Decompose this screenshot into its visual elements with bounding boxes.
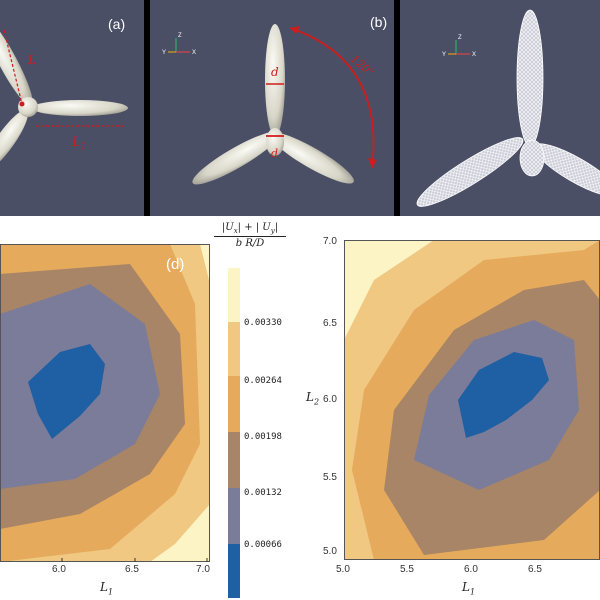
- blade-top: [265, 24, 285, 136]
- angle-arrow-start: [290, 26, 300, 34]
- colorbar-swatch: [228, 322, 240, 376]
- x-tick: 6.0: [464, 564, 478, 575]
- contour-level-1: [458, 352, 549, 438]
- panel-divider: [144, 0, 150, 216]
- colorbar-title: |Ux| + | Uy| b R/D: [214, 222, 286, 249]
- contour-plot-d: [0, 244, 210, 562]
- y-axis-label: L2: [306, 390, 320, 407]
- colorbar-tick: 0.00132: [244, 488, 282, 498]
- axis-triad: Z Y X: [442, 35, 476, 58]
- blade-top: [0, 17, 33, 107]
- blade-right: [270, 132, 354, 184]
- x-tick: 6.0: [52, 564, 66, 575]
- angle-arrow-end: [368, 158, 377, 168]
- svg-text:Z: Z: [458, 35, 462, 41]
- colorbar-swatch: [228, 432, 240, 488]
- colorbar-swatch: [228, 544, 240, 598]
- angle-label: 120°: [348, 52, 377, 79]
- propeller-render-a: L L1: [0, 17, 128, 170]
- x-axis-label: L1: [100, 580, 114, 597]
- colorbar-tick: 0.00330: [244, 318, 282, 328]
- render-panel-a: L L1 (a): [0, 0, 144, 216]
- propeller-render-b: Z Y X d d 120°: [162, 24, 377, 185]
- plot-frame: [0, 244, 210, 562]
- axis-triad: Z Y X: [162, 33, 196, 56]
- mesh-hub: [519, 139, 545, 177]
- d-label-center: d: [271, 147, 278, 160]
- svg-text:Y: Y: [162, 50, 166, 56]
- colorbar-tick: 0.00264: [244, 376, 282, 386]
- y-tick: 6.0: [323, 394, 337, 405]
- panel-a-label: (a): [108, 16, 126, 32]
- x-tick: 5.0: [336, 564, 350, 575]
- x-tick: 6.5: [125, 564, 139, 575]
- panel-divider: [394, 0, 400, 216]
- y-tick: 7.0: [323, 236, 337, 247]
- svg-text:X: X: [472, 52, 476, 58]
- render-panel-c: Z Y X: [400, 0, 600, 216]
- colorbar-swatch: [228, 376, 240, 432]
- colorbar-swatch: [228, 268, 240, 322]
- contour-plot-e: [344, 240, 600, 560]
- x-tick: 5.5: [400, 564, 414, 575]
- l1-label: L1: [71, 135, 86, 152]
- blade-bottom: [0, 110, 28, 170]
- svg-text:X: X: [192, 50, 196, 56]
- colorbar-tick: 0.00198: [244, 432, 282, 442]
- d-label-top: d: [271, 65, 279, 79]
- y-tick: 6.5: [323, 318, 337, 329]
- y-tick: 5.0: [323, 546, 337, 557]
- propeller-mesh-render: Z Y X: [416, 9, 600, 207]
- blade-right: [32, 100, 128, 116]
- x-tick: 7.0: [196, 564, 210, 575]
- x-tick: 6.5: [528, 564, 542, 575]
- hub-marker: [19, 101, 25, 107]
- mesh-blade-top: [516, 9, 544, 147]
- angle-arc: [289, 27, 375, 169]
- colorbar: [228, 268, 240, 598]
- l2-dimension-line: [3, 29, 23, 105]
- l2-label: L: [27, 53, 36, 67]
- panel-d-label: (d): [166, 256, 185, 273]
- blade-left: [192, 131, 280, 185]
- contour-level-1: [28, 344, 105, 439]
- svg-text:Z: Z: [178, 33, 182, 39]
- colorbar-tick: 0.00066: [244, 540, 282, 550]
- hub: [266, 128, 284, 156]
- y-tick: 5.5: [323, 472, 337, 483]
- colorbar-swatch: [228, 488, 240, 544]
- mesh-blade-left: [416, 137, 524, 207]
- svg-text:Y: Y: [442, 52, 446, 58]
- x-axis-label: L1: [462, 580, 476, 597]
- panel-b-label: (b): [370, 14, 388, 30]
- render-panel-b: Z Y X d d 120° (b): [150, 0, 394, 216]
